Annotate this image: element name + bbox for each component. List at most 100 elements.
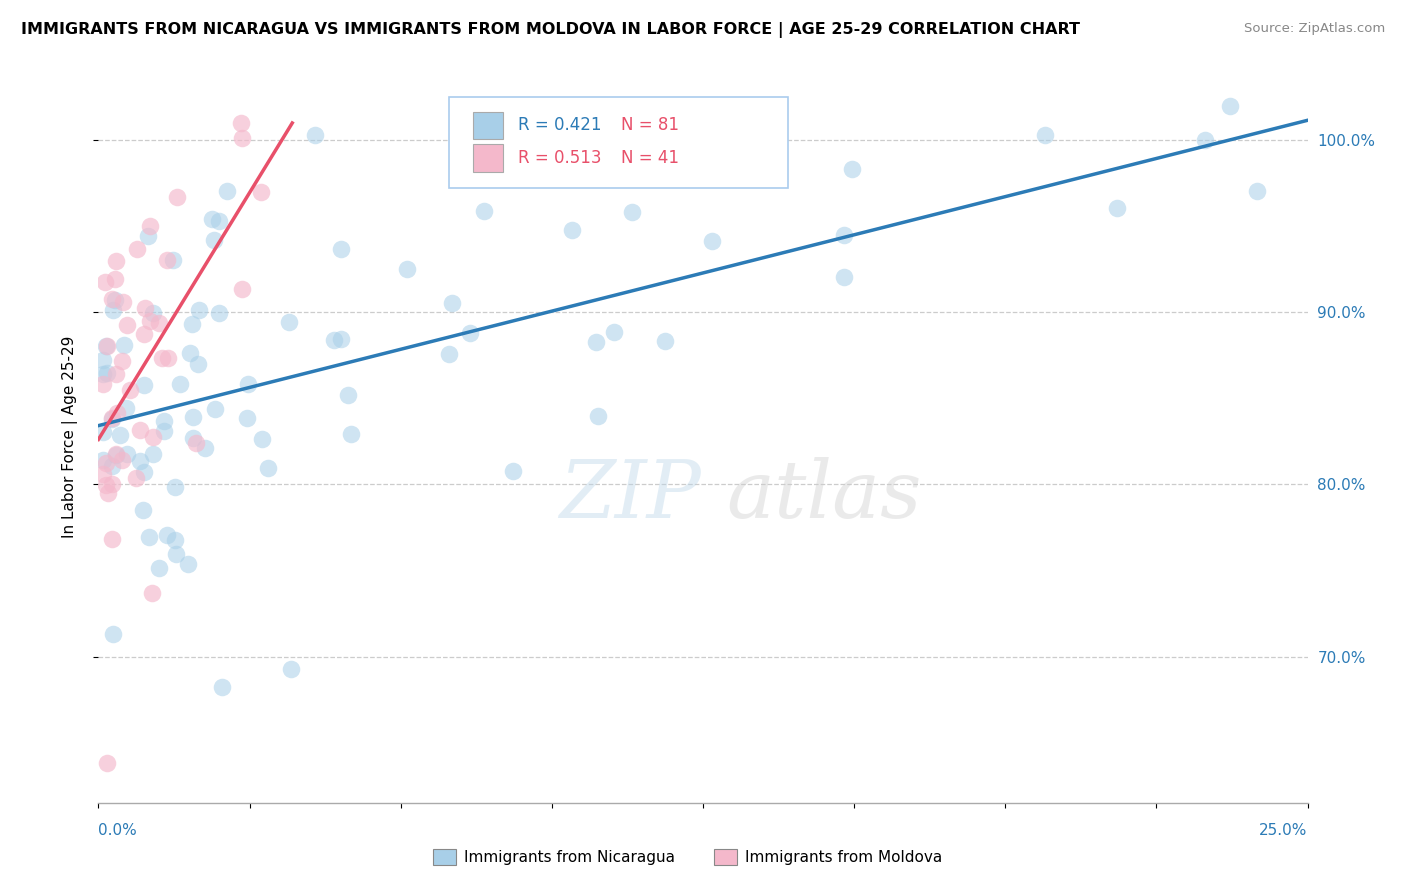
Point <box>142 430 165 444</box>
Point <box>101 411 124 425</box>
Point <box>91 425 114 440</box>
Point <box>229 116 252 130</box>
Point <box>186 436 208 450</box>
Point <box>396 261 419 276</box>
Y-axis label: In Labor Force | Age 25-29: In Labor Force | Age 25-29 <box>62 336 77 538</box>
Text: R = 0.513: R = 0.513 <box>517 149 602 167</box>
Point <box>165 533 187 547</box>
Point <box>96 756 118 771</box>
Point <box>588 409 610 423</box>
Point <box>620 205 643 219</box>
Point <box>183 409 205 424</box>
Point <box>139 313 162 327</box>
Point <box>561 223 583 237</box>
Point <box>94 339 117 353</box>
Point <box>91 368 114 382</box>
Text: 0.0%: 0.0% <box>98 823 138 838</box>
Point <box>250 432 273 446</box>
Point <box>139 219 162 233</box>
Point <box>304 128 326 142</box>
Point <box>111 453 134 467</box>
Point <box>97 486 120 500</box>
Point <box>138 530 160 544</box>
Point <box>142 447 165 461</box>
Point <box>329 243 352 257</box>
Point <box>91 376 114 391</box>
Text: atlas: atlas <box>727 457 921 534</box>
Point <box>700 234 723 248</box>
Text: Source: ZipAtlas.com: Source: ZipAtlas.com <box>1244 22 1385 36</box>
Point <box>280 662 302 676</box>
Text: 25.0%: 25.0% <box>1260 823 1308 838</box>
Text: ZIP: ZIP <box>560 457 702 534</box>
Point <box>165 480 187 494</box>
Point <box>257 461 280 475</box>
Point <box>180 317 202 331</box>
Point <box>94 456 117 470</box>
Point <box>162 253 184 268</box>
Text: N = 41: N = 41 <box>621 149 679 167</box>
Point <box>91 467 114 481</box>
Point <box>101 476 124 491</box>
Point <box>585 335 607 350</box>
Point <box>278 315 301 329</box>
Point <box>118 383 141 397</box>
Point <box>181 431 204 445</box>
Point <box>166 189 188 203</box>
Point <box>101 293 124 307</box>
Point <box>112 338 135 352</box>
Point <box>148 316 170 330</box>
Point <box>458 326 481 340</box>
Point <box>115 318 138 332</box>
Point <box>156 253 179 268</box>
Point <box>153 414 176 428</box>
Point <box>323 333 346 347</box>
Point <box>329 332 352 346</box>
Point <box>157 351 180 365</box>
Point <box>132 503 155 517</box>
Point <box>208 306 231 320</box>
Point <box>104 447 127 461</box>
Point <box>105 253 128 268</box>
Point <box>136 229 159 244</box>
Point <box>231 282 253 296</box>
Point <box>204 401 226 416</box>
Point <box>101 627 124 641</box>
Point <box>115 447 138 461</box>
Point <box>104 293 127 307</box>
Point <box>134 301 156 315</box>
Point <box>101 412 124 426</box>
Point <box>169 376 191 391</box>
Point <box>125 242 148 256</box>
Point <box>134 378 156 392</box>
Point <box>177 557 200 571</box>
Point <box>129 454 152 468</box>
Point <box>165 547 187 561</box>
Point <box>187 303 209 318</box>
Point <box>336 388 359 402</box>
Point <box>235 411 257 425</box>
Point <box>96 339 118 353</box>
Bar <box>474 144 503 171</box>
Point <box>654 334 676 348</box>
Point <box>236 376 259 391</box>
Point <box>440 296 463 310</box>
Point <box>129 424 152 438</box>
Point <box>832 228 855 243</box>
Point <box>187 357 209 371</box>
Point <box>215 184 238 198</box>
Point <box>1033 128 1056 143</box>
Point <box>111 295 134 310</box>
Point <box>340 427 363 442</box>
Point <box>134 466 156 480</box>
Point <box>150 351 173 366</box>
Point <box>132 326 155 341</box>
Point <box>156 527 179 541</box>
Point <box>1107 201 1129 215</box>
Point <box>208 213 231 227</box>
Bar <box>474 112 503 139</box>
Point <box>142 306 165 320</box>
Point <box>111 353 134 368</box>
Point <box>93 275 115 289</box>
Point <box>96 366 118 380</box>
